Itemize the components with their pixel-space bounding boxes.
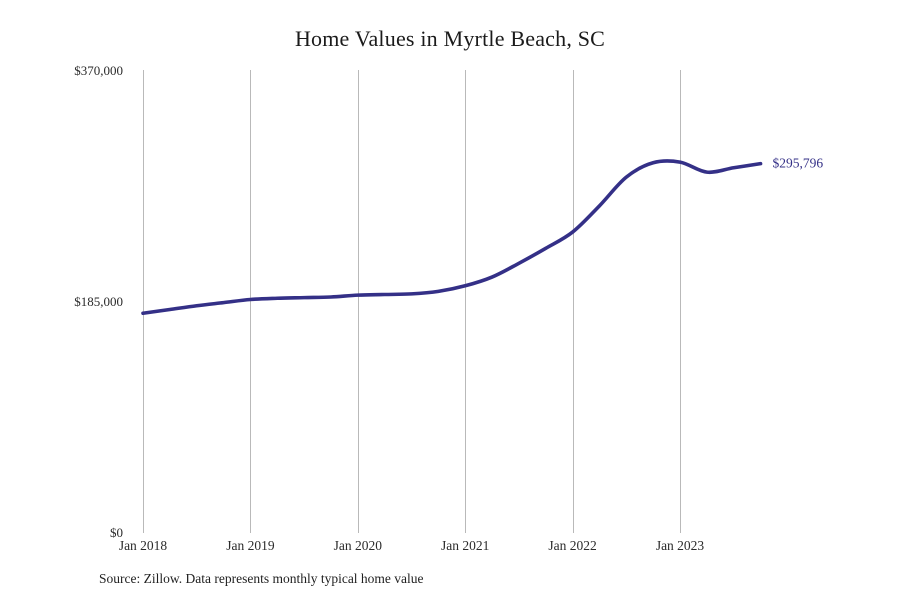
y-axis-label-2: $370,000 — [74, 63, 123, 78]
source-note: Source: Zillow. Data represents monthly … — [99, 571, 424, 586]
y-axis-label-1: $185,000 — [74, 294, 123, 309]
x-axis-ticks: Jan 2018 Jan 2019 Jan 2020 Jan 2021 Jan 2022… — [119, 538, 705, 553]
x-axis-label-1: Jan 2019 — [226, 538, 275, 553]
x-axis-label-5: Jan 2023 — [656, 538, 705, 553]
x-axis-label-2: Jan 2020 — [334, 538, 383, 553]
endpoint-annotation-group: $295,796 — [773, 156, 824, 171]
y-axis-label-0: $0 — [110, 525, 123, 540]
data-series-group — [141, 159, 763, 316]
y-axis-ticks: $0 $185,000 $370,000 — [74, 63, 123, 540]
x-axis-label-4: Jan 2022 — [548, 538, 596, 553]
series-line-typical-home-value — [141, 159, 763, 316]
x-axis-label-3: Jan 2021 — [441, 538, 489, 553]
endpoint-value-label: $295,796 — [773, 156, 824, 171]
chart-title: Home Values in Myrtle Beach, SC — [294, 26, 606, 51]
x-axis-label-0: Jan 2018 — [119, 538, 168, 553]
gridlines-group — [143, 70, 681, 533]
